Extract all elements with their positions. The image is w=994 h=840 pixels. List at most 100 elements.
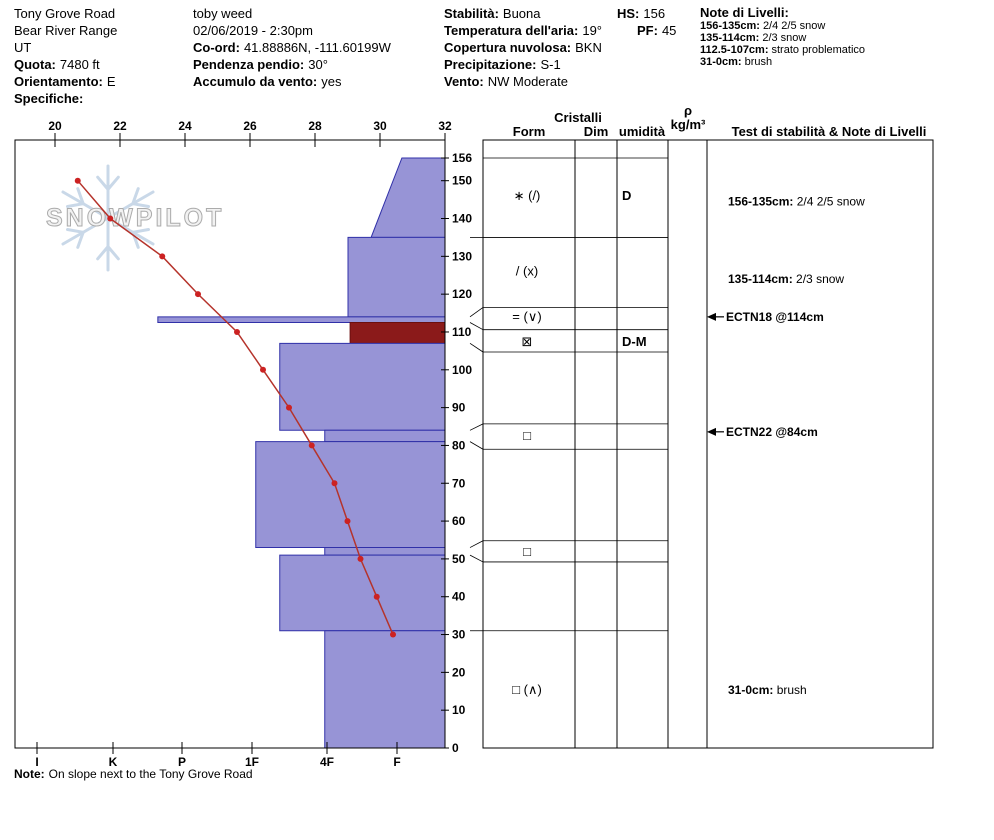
specifics-field: Specifiche: <box>14 90 117 107</box>
elevation-label: Quota: <box>14 57 56 72</box>
stability-field: Stabilità: Buona <box>444 5 602 22</box>
temp-tick-label: 22 <box>113 119 127 133</box>
depth-tick-label: 156 <box>452 151 472 165</box>
state-name: UT <box>14 40 32 55</box>
ect-arrow-head <box>707 312 716 321</box>
header-col-weather: Stabilità: Buona Temperatura dell'aria: 19… <box>444 5 602 90</box>
observation-datetime: 02/06/2019 - 2:30pm <box>193 23 313 38</box>
temp-tick-label: 26 <box>243 119 257 133</box>
snowflake-branch <box>131 202 151 209</box>
elevation-value: 7480 ft <box>59 57 100 72</box>
problem-layer-bar <box>349 322 446 344</box>
header-col-observer: toby weed 02/06/2019 - 2:30pm Co-ord: 41.… <box>193 5 391 90</box>
snow-layer-bar <box>370 157 446 238</box>
temperature-point <box>107 215 114 222</box>
wind-loading-label: Accumulo da vento: <box>193 74 318 89</box>
slope-angle-field: Pendenza pendio: 30° <box>193 56 391 73</box>
depth-tick-label: 80 <box>452 438 466 452</box>
snowpilot-watermark: SNOWPILOT <box>46 164 222 272</box>
depth-tick-label: 10 <box>452 703 466 717</box>
layer-note-value: brush <box>744 56 773 68</box>
hardness-tick-label: 4F <box>320 755 334 769</box>
depth-tick-label: 110 <box>452 325 472 339</box>
temperature-profile-line <box>74 177 396 638</box>
hardness-tick-label: P <box>178 755 186 769</box>
depth-tick-label: 120 <box>452 287 472 301</box>
snowflake-branch <box>65 202 85 209</box>
snowflake-branch <box>96 175 110 191</box>
snowflake-branch <box>65 227 85 234</box>
depth-tick-label: 90 <box>452 401 466 415</box>
wind-label: Vento: <box>444 74 484 89</box>
sky-cover-field: Copertura nuvolosa: BKN <box>444 39 602 56</box>
snow-layer-bar <box>279 342 446 431</box>
side-panels: Cristalli Form Dim umidità ρ kg/m³ Test … <box>482 103 934 749</box>
temp-tick-label: 24 <box>178 119 192 133</box>
pf-field: PF: 45 <box>637 22 676 39</box>
layer-note-label: 135-114cm: <box>700 32 760 44</box>
layer-boundary-connector <box>469 540 484 548</box>
depth-tick-label: 30 <box>452 628 466 642</box>
depth-tick-label: 60 <box>452 514 466 528</box>
depth-tick-label: 20 <box>452 665 466 679</box>
stability-label: Stabilità: <box>444 6 499 21</box>
stability-value: Buona <box>502 6 541 21</box>
depth-tick-label: 40 <box>452 590 466 604</box>
crystal-form-symbol: / (x) <box>516 263 538 278</box>
density-header-unit: kg/m³ <box>671 117 706 132</box>
slope-angle-label: Pendenza pendio: <box>193 57 305 72</box>
layer-boundary-connector <box>469 554 484 563</box>
pf-value: 45 <box>661 23 677 38</box>
snowflake-branch <box>106 245 120 261</box>
temperature-point <box>344 518 351 525</box>
dim-column-header: Dim <box>584 124 609 139</box>
pit-note-value: On slope next to the Tony Grove Road <box>48 767 253 781</box>
layer-note-row: 135-114cm: 2/3 snow <box>728 272 844 286</box>
layer-boundary-connector <box>469 423 484 431</box>
depth-tick-label: 70 <box>452 476 466 490</box>
hardness-tick-label: F <box>393 755 400 769</box>
temperature-point <box>159 253 166 260</box>
panels-border <box>482 139 934 749</box>
depth-tick-label: 130 <box>452 249 472 263</box>
snow-layer-bar <box>324 429 446 443</box>
hardness-tick-label: K <box>109 755 118 769</box>
layer-note: 135-114cm: 2/3 snow <box>700 32 865 44</box>
pit-note-label: Note: <box>14 767 45 781</box>
aspect-value: E <box>106 74 116 89</box>
snowflake-arm <box>106 190 155 220</box>
chart-axes: 20 22 24 26 28 30 3215615014013012011010090807… <box>14 119 472 769</box>
depth-tick-label: 0 <box>452 741 459 755</box>
tests-column-header: Test di stabilità & Note di Livelli <box>732 124 927 139</box>
site-name: Tony Grove Road <box>14 6 116 21</box>
ect-arrow-head <box>707 427 716 436</box>
snow-layer-bar <box>324 630 446 749</box>
layer-note-value: strato problematico <box>771 44 866 56</box>
hardness-tick-label: 1F <box>245 755 259 769</box>
header-layer-notes: Note di Livelli: 156-135cm: 2/4 2/5 snow … <box>700 5 865 68</box>
crystal-form-symbol: □ <box>523 544 531 559</box>
crystal-form-symbol: ⊠ <box>522 334 533 349</box>
crystal-form-symbol: ∗ (/) <box>514 188 541 203</box>
snow-layer-bar <box>157 316 446 324</box>
pf-label: PF: <box>637 23 658 38</box>
temperature-point <box>195 291 201 298</box>
humidity-column-header: umidità <box>619 124 666 139</box>
snowflake-branch <box>76 230 85 249</box>
slope-angle-value: 30° <box>308 57 328 72</box>
coordinates-label: Co-ord: <box>193 40 240 55</box>
hs-value: 156 <box>643 6 666 21</box>
temperature-point <box>234 328 240 335</box>
range-name: Bear River Range <box>14 23 118 38</box>
depth-tick-label: 50 <box>452 552 466 566</box>
air-temp-value: 19° <box>582 23 603 38</box>
temp-tick-label: 20 <box>48 119 62 133</box>
layer-boundary-connector <box>469 322 484 331</box>
depth-tick-label: 140 <box>452 212 472 226</box>
elevation-field: Quota: 7480 ft <box>14 56 117 73</box>
layer-note-row: 156-135cm: 2/4 2/5 snow <box>728 194 865 208</box>
crystal-form-symbol: □ <box>523 428 531 443</box>
stability-test-result: ECTN22 @84cm <box>726 425 818 439</box>
precip-label: Precipitazione: <box>444 57 537 72</box>
